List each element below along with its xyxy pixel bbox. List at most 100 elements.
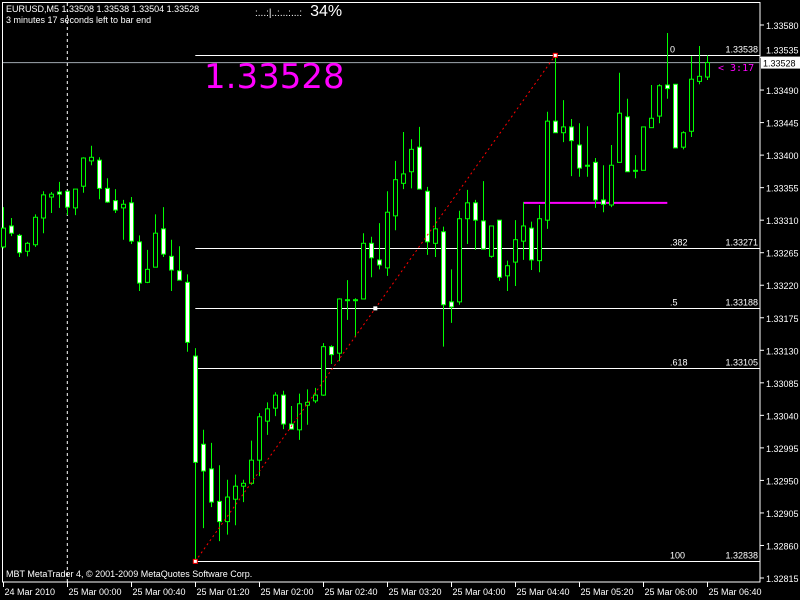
fib-level-price: 1.32838 bbox=[725, 551, 758, 561]
candle-bull bbox=[505, 265, 510, 277]
copyright-label: MBT MetaTrader 4, © 2001-2009 MetaQuotes… bbox=[6, 569, 253, 579]
x-axis-label: 25 Mar 00:00 bbox=[69, 587, 122, 597]
candle-bear bbox=[441, 231, 446, 306]
candle-bear bbox=[601, 199, 606, 205]
y-axis-label: 1.33445 bbox=[766, 119, 799, 129]
candle-bull bbox=[81, 157, 86, 187]
progress-percent: 34% bbox=[310, 3, 343, 20]
candle-bull bbox=[121, 203, 126, 209]
candle-bull bbox=[241, 482, 246, 487]
candle-bear bbox=[217, 500, 222, 523]
candle-bear bbox=[9, 225, 14, 234]
y-axis-label: 1.33265 bbox=[766, 249, 799, 259]
candle-bear bbox=[57, 191, 62, 195]
candle-bull bbox=[641, 126, 646, 171]
candle-bull bbox=[89, 156, 94, 162]
candle-bull bbox=[393, 179, 398, 217]
candle-bear bbox=[129, 202, 134, 242]
candle-bull bbox=[321, 346, 326, 396]
candle-bear bbox=[593, 161, 598, 201]
candle-bear bbox=[665, 84, 670, 90]
trendline-anchor-end bbox=[552, 52, 558, 58]
candle-bull bbox=[385, 211, 390, 269]
candle-bear bbox=[137, 241, 142, 284]
candle-bear bbox=[529, 227, 534, 261]
countdown-label: 3 minutes 17 seconds left to bar end bbox=[6, 15, 152, 25]
trendline-anchor-start bbox=[192, 558, 198, 564]
candle-bear bbox=[281, 394, 286, 425]
x-axis-label: 25 Mar 01:20 bbox=[197, 587, 250, 597]
trendline-anchor-mid bbox=[373, 306, 378, 311]
candle-bull bbox=[585, 164, 590, 167]
candle-bull bbox=[249, 459, 254, 484]
candle-bull bbox=[433, 228, 438, 244]
bid-price-tag-label: 1.33528 bbox=[763, 59, 796, 69]
fib-level-price: 1.33188 bbox=[725, 298, 758, 308]
candle-bear bbox=[369, 242, 374, 259]
x-axis-label: 25 Mar 02:00 bbox=[261, 587, 314, 597]
x-axis-label: 25 Mar 06:40 bbox=[709, 587, 762, 597]
symbol-ohlc-label: EURUSD,M5 1.33508 1.33538 1.33504 1.3352… bbox=[6, 4, 200, 14]
candle-bear bbox=[497, 219, 502, 278]
y-axis-label: 1.32860 bbox=[766, 541, 799, 551]
candle-bear bbox=[673, 83, 678, 149]
candle-bear bbox=[417, 146, 422, 190]
y-axis-label: 1.32995 bbox=[766, 444, 799, 454]
candle-bull bbox=[313, 394, 318, 402]
candle-bear bbox=[473, 202, 478, 221]
fib-level-price: 1.33538 bbox=[725, 45, 758, 55]
fib-level-label: 100 bbox=[670, 551, 685, 561]
candle-bull bbox=[273, 394, 278, 409]
candle-bull bbox=[561, 126, 566, 134]
bid-price-tag bbox=[761, 56, 800, 69]
candle-bull bbox=[265, 408, 270, 422]
candle-bull bbox=[297, 403, 302, 431]
candle-bull bbox=[649, 117, 654, 129]
y-axis-label: 1.33175 bbox=[766, 314, 799, 324]
candle-bull bbox=[153, 232, 158, 268]
candle-bear bbox=[625, 116, 630, 173]
candle-bull bbox=[41, 194, 46, 219]
y-axis-label: 1.33400 bbox=[766, 151, 799, 161]
candle-bear bbox=[193, 355, 198, 463]
candle-bull bbox=[337, 298, 342, 354]
candle-bull bbox=[513, 239, 518, 263]
candle-bull bbox=[409, 148, 414, 173]
y-axis-label: 1.33310 bbox=[766, 216, 799, 226]
x-axis-label: 25 Mar 05:20 bbox=[581, 587, 634, 597]
bar-timer: < 3:17 bbox=[718, 63, 755, 74]
x-axis-label: 25 Mar 02:40 bbox=[325, 587, 378, 597]
fib-level-price: 1.33271 bbox=[725, 238, 758, 248]
candle-bull bbox=[305, 401, 310, 406]
candle-bull bbox=[465, 202, 470, 220]
candle-bull bbox=[225, 496, 230, 523]
bar-progress-indicator: :...:|..:...:...: 34% bbox=[255, 3, 342, 21]
candle-bear bbox=[105, 187, 110, 203]
candle-bear bbox=[377, 259, 382, 266]
fib-level-label: .382 bbox=[670, 238, 688, 248]
current-price-big: 1.33528 bbox=[204, 57, 345, 97]
candle-bull bbox=[353, 299, 358, 302]
chart-frame bbox=[2, 2, 761, 583]
x-axis-label: 25 Mar 04:00 bbox=[453, 587, 506, 597]
candle-bull bbox=[657, 85, 662, 117]
candle-bull bbox=[345, 299, 350, 302]
candle-bear bbox=[481, 220, 486, 250]
candle-bull bbox=[681, 132, 686, 148]
x-axis-label: 25 Mar 06:00 bbox=[645, 587, 698, 597]
candle-bull bbox=[689, 78, 694, 132]
x-axis-label: 25 Mar 03:20 bbox=[389, 587, 442, 597]
candle-bull bbox=[25, 242, 30, 252]
y-axis-label: 1.32905 bbox=[766, 509, 799, 519]
y-axis-label: 1.33535 bbox=[766, 46, 799, 56]
y-axis-label: 1.33085 bbox=[766, 379, 799, 389]
candle-bull bbox=[49, 193, 54, 198]
candle-bear bbox=[425, 190, 430, 243]
candle-bear bbox=[17, 234, 22, 254]
y-axis-label: 1.33580 bbox=[766, 21, 799, 31]
progress-dots: :...:|..:...:...: bbox=[255, 8, 303, 19]
candle-bear bbox=[161, 228, 166, 255]
candle-bear bbox=[97, 159, 102, 189]
candle-bull bbox=[633, 169, 638, 172]
